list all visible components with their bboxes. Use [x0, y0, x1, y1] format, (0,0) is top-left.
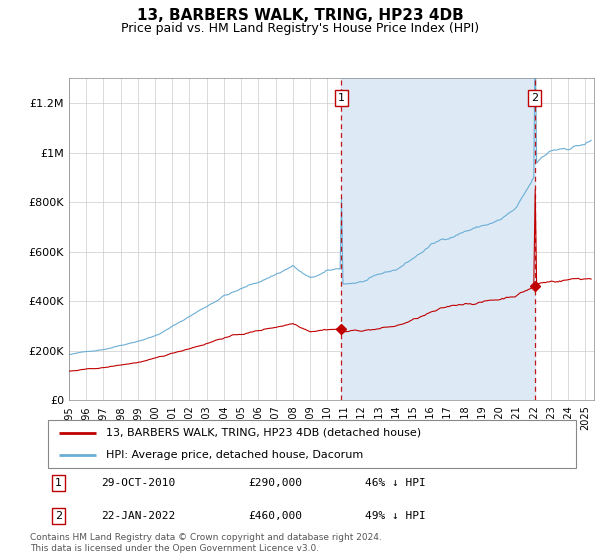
Text: 2: 2 [531, 93, 538, 103]
Text: 29-OCT-2010: 29-OCT-2010 [101, 478, 175, 488]
Text: Price paid vs. HM Land Registry's House Price Index (HPI): Price paid vs. HM Land Registry's House … [121, 22, 479, 35]
Bar [341, 78, 535, 400]
Text: 49% ↓ HPI: 49% ↓ HPI [365, 511, 425, 521]
Text: £460,000: £460,000 [248, 511, 302, 521]
Text: 22-JAN-2022: 22-JAN-2022 [101, 511, 175, 521]
Text: Contains HM Land Registry data © Crown copyright and database right 2024.
This d: Contains HM Land Registry data © Crown c… [30, 533, 382, 553]
Text: 13, BARBERS WALK, TRING, HP23 4DB: 13, BARBERS WALK, TRING, HP23 4DB [137, 8, 463, 24]
Text: 13, BARBERS WALK, TRING, HP23 4DB (detached house): 13, BARBERS WALK, TRING, HP23 4DB (detac… [106, 428, 421, 438]
Text: 1: 1 [338, 93, 345, 103]
Text: 1: 1 [55, 478, 62, 488]
Text: £290,000: £290,000 [248, 478, 302, 488]
Text: HPI: Average price, detached house, Dacorum: HPI: Average price, detached house, Daco… [106, 450, 364, 460]
Text: 46% ↓ HPI: 46% ↓ HPI [365, 478, 425, 488]
Text: 2: 2 [55, 511, 62, 521]
